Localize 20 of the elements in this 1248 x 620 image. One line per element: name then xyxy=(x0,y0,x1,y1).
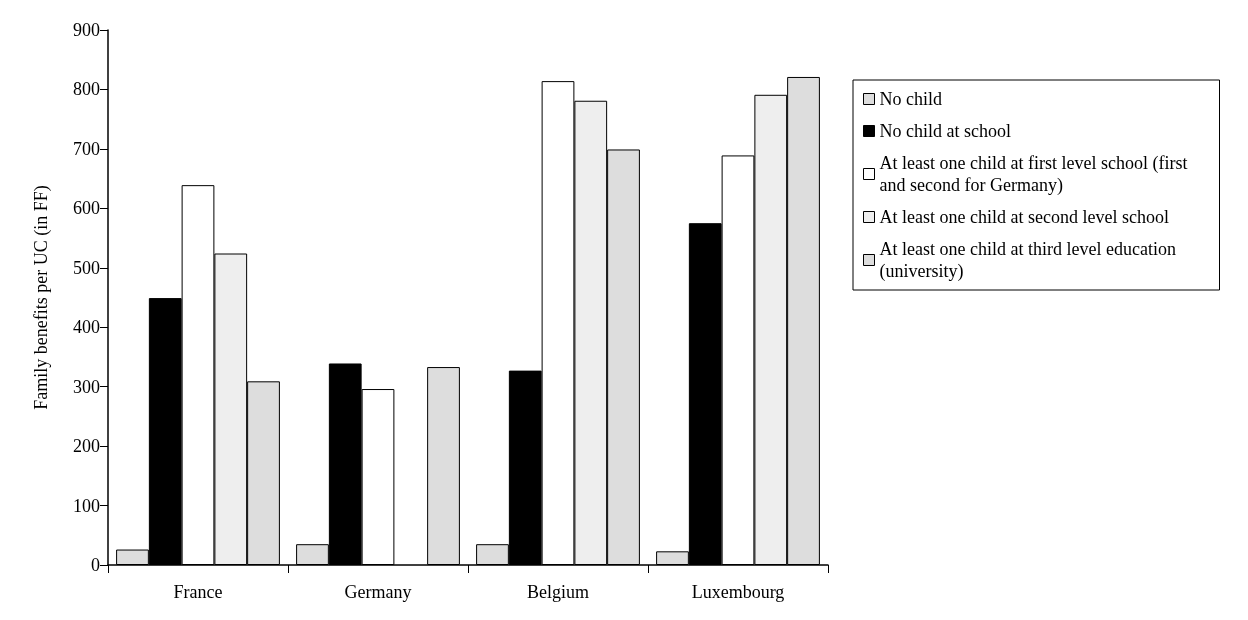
y-tick-label: 600 xyxy=(73,198,100,219)
y-axis-title: Family benefits per UC (in FF) xyxy=(31,185,52,410)
x-tick-label: Luxembourg xyxy=(691,582,785,602)
y-tick-label: 800 xyxy=(73,79,100,100)
legend-label: At least one child at first level school (first and second for Germany) xyxy=(879,153,1192,196)
y-tick-label: 400 xyxy=(73,317,100,338)
y-tick-label: 200 xyxy=(73,436,100,457)
y-tick-label: 900 xyxy=(73,20,100,40)
y-tick-label: 700 xyxy=(73,138,100,159)
legend-label: At least one child at second level school xyxy=(879,207,1169,227)
y-tick-label: 100 xyxy=(73,495,100,516)
legend-label: No child xyxy=(879,89,942,109)
y-tick-label: 0 xyxy=(91,555,100,575)
y-tick-label: 500 xyxy=(73,257,100,278)
x-tick-label: France xyxy=(173,582,223,602)
legend-label: No child at school xyxy=(879,121,1011,141)
x-tick-label: Germany xyxy=(344,582,412,602)
y-tick-label: 300 xyxy=(73,376,100,397)
legend-label: At least one child at third level education (university) xyxy=(879,239,1181,282)
x-tick-label: Belgium xyxy=(527,582,589,602)
